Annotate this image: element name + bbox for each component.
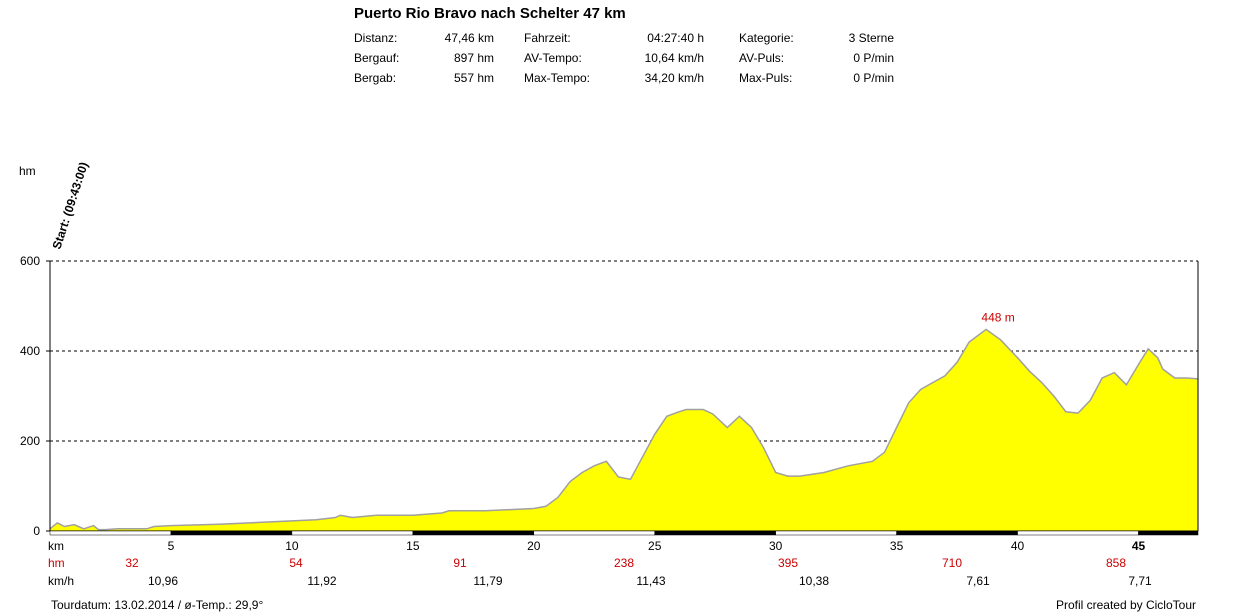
stat-label-bergab: Bergab: bbox=[354, 71, 397, 85]
elevation-area-fill bbox=[50, 329, 1198, 531]
x-tick-label: 5 bbox=[168, 539, 175, 553]
stat-value-distanz: 47,46 km bbox=[444, 31, 494, 45]
stat-value-max-puls: 0 P/min bbox=[853, 71, 894, 85]
distance-bar-segment bbox=[533, 530, 655, 536]
x-tick-label: 10 bbox=[285, 539, 299, 553]
stat-value-max-tempo: 34,20 km/h bbox=[644, 71, 704, 85]
speed-value: 11,79 bbox=[473, 574, 502, 588]
x-tick-labels: 5 10 15 20 25 30 35 40 45 bbox=[168, 539, 1146, 553]
y-axis-label: hm bbox=[19, 164, 36, 178]
row-label-km: km bbox=[48, 539, 64, 553]
x-tick-label: 45 bbox=[1132, 539, 1146, 553]
x-tick-label: 20 bbox=[527, 539, 541, 553]
credit-text: Profil created by CicloTour bbox=[1055, 598, 1196, 612]
speed-value: 11,43 bbox=[636, 574, 665, 588]
speed-value: 11,92 bbox=[307, 574, 336, 588]
speed-value: 7,61 bbox=[966, 574, 990, 588]
hm-value: 32 bbox=[125, 556, 139, 570]
distance-bar-segment bbox=[1017, 530, 1139, 536]
page-title: Puerto Rio Bravo nach Schelter 47 km bbox=[354, 5, 626, 22]
distance-bar-segment bbox=[654, 530, 776, 536]
hm-value: 710 bbox=[942, 556, 962, 570]
hm-value: 238 bbox=[614, 556, 634, 570]
y-tick-label: 400 bbox=[20, 344, 40, 358]
distance-bar-segment bbox=[412, 530, 535, 536]
stat-value-av-tempo: 10,64 km/h bbox=[644, 51, 704, 65]
stat-value-fahrzeit: 04:27:40 h bbox=[647, 31, 704, 45]
x-tick-label: 40 bbox=[1011, 539, 1025, 553]
row-label-hm: hm bbox=[48, 556, 65, 570]
stat-value-av-puls: 0 P/min bbox=[853, 51, 894, 65]
speed-value: 7,71 bbox=[1128, 574, 1152, 588]
distance-bar-segment bbox=[49, 530, 172, 536]
stat-label-av-puls: AV-Puls: bbox=[739, 51, 785, 65]
hm-value: 858 bbox=[1106, 556, 1126, 570]
stat-label-fahrzeit: Fahrzeit: bbox=[524, 31, 571, 45]
y-tick-label: 200 bbox=[20, 434, 40, 448]
tour-date-temperature: Tourdatum: 13.02.2014 / ø-Temp.: 29,9° bbox=[51, 598, 264, 612]
hm-value: 54 bbox=[289, 556, 303, 570]
axes bbox=[49, 261, 1199, 536]
distance-bar-segment bbox=[775, 530, 897, 536]
row-label-kmh: km/h bbox=[48, 574, 74, 588]
y-tick-label: 600 bbox=[20, 254, 40, 268]
stat-label-av-tempo: AV-Tempo: bbox=[524, 51, 582, 65]
stat-label-max-puls: Max-Puls: bbox=[739, 71, 793, 85]
stat-value-bergab: 557 hm bbox=[453, 71, 494, 85]
y-tick-labels: 0 200 400 600 bbox=[20, 254, 50, 538]
elevation-line bbox=[49, 328, 1199, 531]
stat-value-kategorie: 3 Sterne bbox=[848, 31, 894, 45]
bottom-data-rows: km hm km/h 32 54 91 238 395 710 858 10,96 11,92 11,7… bbox=[48, 539, 1152, 588]
stat-label-max-tempo: Max-Tempo: bbox=[524, 71, 591, 85]
x-tick-label: 30 bbox=[769, 539, 783, 553]
y-tick-label: 0 bbox=[33, 524, 40, 538]
distance-bar-segment bbox=[170, 530, 293, 536]
stat-label-bergauf: Bergauf: bbox=[354, 51, 400, 65]
speed-value: 10,96 bbox=[148, 574, 178, 588]
distance-bar-segment bbox=[896, 530, 1018, 536]
speed-value: 10,38 bbox=[799, 574, 829, 588]
x-tick-label: 15 bbox=[406, 539, 420, 553]
start-label: Start: (09:43:00) bbox=[50, 160, 91, 251]
distance-bar-segment bbox=[1138, 530, 1199, 536]
stat-label-kategorie: Kategorie: bbox=[739, 31, 794, 45]
hm-value: 395 bbox=[778, 556, 798, 570]
stat-label-distanz: Distanz: bbox=[354, 31, 398, 45]
x-tick-label: 25 bbox=[648, 539, 662, 553]
stat-value-bergauf: 897 hm bbox=[453, 51, 494, 65]
distance-bar-segment bbox=[291, 530, 414, 536]
max-elevation-annotation: 448 m bbox=[981, 310, 1014, 324]
x-tick-label: 35 bbox=[890, 539, 904, 553]
hm-value: 91 bbox=[453, 556, 467, 570]
